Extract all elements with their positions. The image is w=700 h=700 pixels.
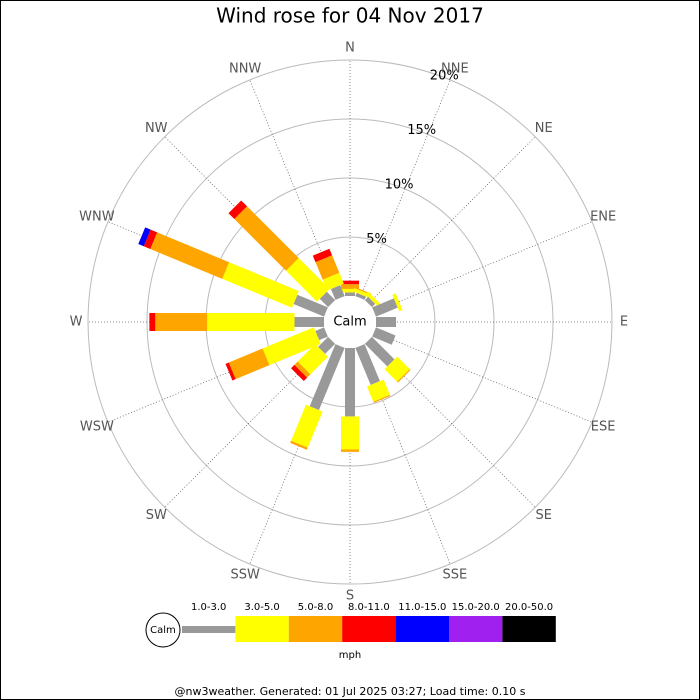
footer: @nw3weather. Generated: 01 Jul 2025 03:2… <box>175 685 526 698</box>
bar-segment <box>315 255 340 280</box>
bar-segment <box>291 364 308 381</box>
spoke <box>373 331 593 423</box>
bar-segment <box>293 294 328 317</box>
bar-segment <box>294 317 324 327</box>
bar-segment <box>352 287 371 299</box>
direction-label: WNW <box>79 210 115 225</box>
bar-segment <box>341 280 359 285</box>
direction-label: E <box>620 315 628 330</box>
bar-segment <box>290 440 308 450</box>
legend-label: 20.0-50.0 <box>505 602 553 613</box>
bar-segment <box>366 379 390 402</box>
legend-swatch <box>235 616 289 642</box>
bar-segment <box>365 291 381 307</box>
legend-label: 8.0-11.0 <box>348 602 390 613</box>
bar-segment <box>262 327 321 366</box>
direction-label: N <box>345 41 355 56</box>
direction-label: NW <box>145 121 168 136</box>
legend-swatch <box>288 616 343 642</box>
bar-segment <box>143 229 158 250</box>
bar-segment <box>384 356 410 382</box>
bar-segment <box>355 344 380 386</box>
r-tick-label: 20% <box>430 68 459 83</box>
r-tick-label: 10% <box>385 177 414 192</box>
bar-segment <box>341 416 359 450</box>
calm-circle <box>324 296 376 348</box>
grid-ring <box>87 59 613 585</box>
bar-segment <box>330 285 345 300</box>
direction-label: NNE <box>441 61 469 76</box>
bar-segment <box>155 313 208 331</box>
direction-label: W <box>70 315 83 330</box>
bar-segment <box>341 449 359 452</box>
bar-segment <box>364 336 395 367</box>
bar-segment <box>315 327 328 341</box>
legend-label: 3.0-5.0 <box>244 602 279 613</box>
bar-segment <box>291 404 323 448</box>
direction-label: ENE <box>590 210 616 225</box>
spoke <box>359 79 451 299</box>
bar-segment <box>355 292 366 300</box>
legend-swatch <box>502 616 556 642</box>
legend-calm <box>145 612 181 648</box>
legend-swatch <box>342 616 396 642</box>
bar-segment <box>318 336 336 354</box>
legend-label: 1.0-3.0 <box>191 602 226 613</box>
legend-calm-label: Calm <box>150 625 176 636</box>
bar-segment <box>222 262 299 308</box>
spoke <box>368 136 536 304</box>
bar-segment <box>345 348 355 417</box>
direction-label: ESE <box>591 419 616 434</box>
legend-swatch <box>395 616 449 642</box>
legend-unit: mph <box>339 650 361 661</box>
bar-segment <box>297 344 328 375</box>
bar-segment <box>372 327 396 345</box>
direction-label: S <box>346 589 354 604</box>
legend-label: 11.0-15.0 <box>398 602 446 613</box>
bar-segment <box>225 362 236 381</box>
bar-segment <box>372 298 398 317</box>
bar-segment <box>234 206 299 271</box>
direction-label: SE <box>536 508 552 523</box>
calm-label: Calm <box>333 315 366 330</box>
direction-label: SSE <box>442 568 467 583</box>
legend-swatch <box>449 616 503 642</box>
bar-segment <box>373 394 391 403</box>
bar-segment <box>397 369 411 383</box>
direction-label: NE <box>535 121 553 136</box>
bar-segment <box>364 296 376 308</box>
direction-label: SSW <box>230 568 260 583</box>
bar-segment <box>294 361 311 378</box>
bar-segment <box>286 258 330 302</box>
direction-label: WSW <box>80 419 114 434</box>
direction-label: SW <box>146 508 167 523</box>
r-tick-label: 5% <box>366 232 387 247</box>
bar-segment <box>228 200 248 220</box>
legend-swatch <box>182 626 236 633</box>
bar-segment <box>312 248 333 263</box>
bar-segment <box>376 317 397 327</box>
bar-segment <box>138 227 151 247</box>
r-tick-label: 15% <box>407 123 436 138</box>
bar-segment <box>150 232 230 279</box>
chart-title: Wind rose for 04 Nov 2017 <box>216 4 484 28</box>
bar-segment <box>228 348 270 380</box>
legend-label: 5.0-8.0 <box>298 602 333 613</box>
bar-segment <box>309 344 345 411</box>
bar-segment <box>392 293 403 312</box>
bar-segment <box>149 313 156 331</box>
spoke <box>373 221 593 313</box>
direction-label: NNW <box>229 61 261 76</box>
bar-segment <box>207 313 295 331</box>
bar-segment <box>345 292 355 296</box>
bar-segment <box>319 291 336 308</box>
legend-label: 15.0-20.0 <box>452 602 500 613</box>
bar-segment <box>322 272 344 291</box>
